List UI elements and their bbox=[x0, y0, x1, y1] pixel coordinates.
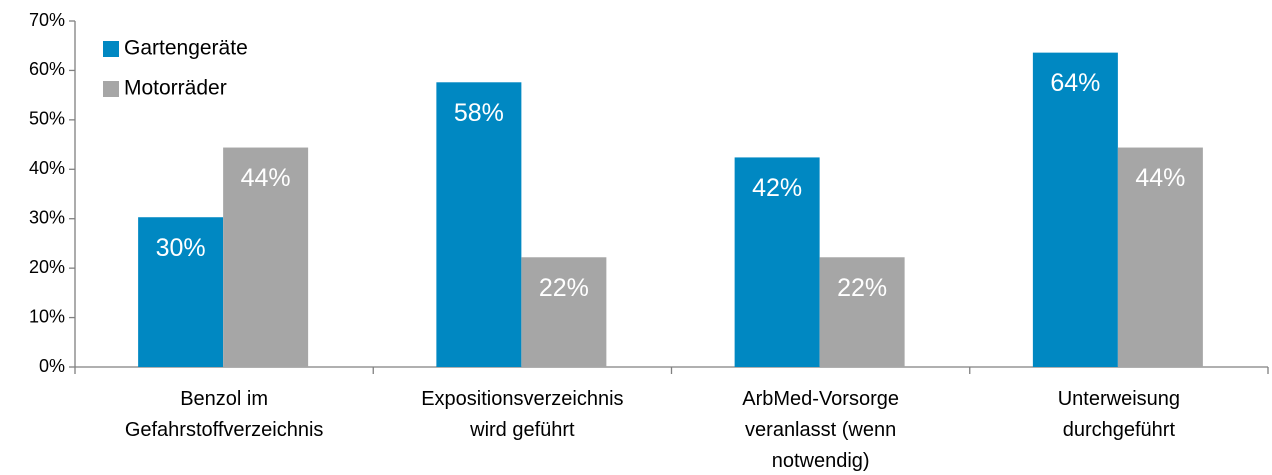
y-tick-label: 50% bbox=[29, 109, 65, 129]
bar bbox=[223, 147, 309, 367]
legend-swatch bbox=[103, 41, 119, 57]
legend-label: Motorräder bbox=[124, 77, 227, 100]
bar bbox=[1117, 147, 1203, 367]
value-label: 44% bbox=[1135, 164, 1185, 192]
y-tick-label: 70% bbox=[29, 10, 65, 30]
value-label: 64% bbox=[1050, 69, 1100, 97]
legend-label: Gartengeräte bbox=[124, 37, 248, 60]
y-tick-label: 10% bbox=[29, 306, 65, 326]
value-label: 58% bbox=[454, 99, 504, 127]
value-label: 44% bbox=[241, 164, 291, 192]
bar bbox=[521, 257, 607, 367]
bar bbox=[819, 257, 905, 367]
legend-swatch bbox=[103, 81, 119, 97]
value-label: 22% bbox=[539, 274, 589, 302]
value-label: 42% bbox=[752, 174, 802, 202]
x-tick-label: Expositionsverzeichnis wird geführt bbox=[421, 388, 623, 441]
bar bbox=[1032, 52, 1118, 368]
value-label: 22% bbox=[837, 274, 887, 302]
bar bbox=[138, 217, 224, 367]
value-label: 30% bbox=[156, 234, 206, 262]
bar bbox=[734, 157, 820, 367]
y-tick-label: 40% bbox=[29, 158, 65, 178]
x-tick-label: Unterweisung durchgeführt bbox=[1058, 388, 1180, 441]
y-tick-label: 20% bbox=[29, 257, 65, 277]
x-tick-label: ArbMed-Vorsorge veranlasst (wenn notwendig… bbox=[742, 388, 899, 472]
bar bbox=[436, 82, 522, 367]
y-tick-label: 0% bbox=[39, 356, 65, 376]
y-tick-label: 60% bbox=[29, 59, 65, 79]
x-tick-label: Benzol im Gefahrstoffverzeichnis bbox=[125, 388, 324, 441]
y-tick-label: 30% bbox=[29, 207, 65, 227]
